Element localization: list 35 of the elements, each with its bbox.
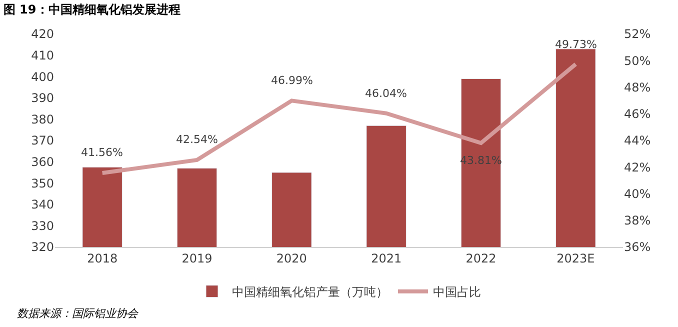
- source-note: 数据来源：国际铝业协会: [17, 307, 139, 320]
- x-tick-label: 2019: [182, 251, 212, 266]
- y2-tick-label: 42%: [624, 160, 651, 174]
- y2-tick-label: 50%: [624, 54, 651, 68]
- y-tick-label: 360: [31, 155, 54, 169]
- y2-tick-label: 36%: [624, 240, 651, 254]
- y-tick-label: 380: [31, 112, 54, 126]
- y2-tick-label: 38%: [624, 214, 651, 228]
- y-tick-label: 410: [31, 48, 54, 62]
- y-tick-label: 420: [31, 27, 54, 42]
- y-tick-label: 340: [31, 198, 54, 212]
- y-tick-label: 350: [31, 176, 54, 190]
- y-tick-label: 370: [31, 134, 54, 148]
- legend-label: 中国占比: [433, 285, 481, 299]
- y-tick-label: 320: [31, 240, 54, 254]
- x-tick-label: 2020: [276, 251, 307, 266]
- chart-title: 图 19：中国精细氧化铝发展进程: [3, 2, 180, 16]
- x-tick-label: 2021: [371, 251, 402, 266]
- y2-tick-label: 40%: [624, 186, 651, 201]
- y-tick-label: 330: [31, 218, 54, 233]
- data-label: 46.04%: [365, 87, 407, 100]
- y2-tick-label: 48%: [624, 80, 651, 94]
- data-label: 42.54%: [176, 133, 218, 146]
- y-tick-label: 390: [31, 91, 54, 106]
- data-label: 46.99%: [271, 74, 313, 87]
- x-tick-label: 2023E: [556, 251, 595, 266]
- legend-label: 中国精细氧化铝产量（万吨）: [232, 285, 388, 299]
- data-label: 41.56%: [81, 146, 123, 159]
- y2-tick-label: 44%: [624, 134, 651, 148]
- y2-tick-label: 52%: [624, 27, 651, 42]
- x-tick-label: 2022: [466, 251, 496, 266]
- y2-tick-label: 46%: [624, 107, 651, 122]
- data-label: 49.73%: [555, 38, 597, 51]
- x-tick-label: 2018: [87, 251, 118, 266]
- y-tick-label: 400: [31, 70, 54, 84]
